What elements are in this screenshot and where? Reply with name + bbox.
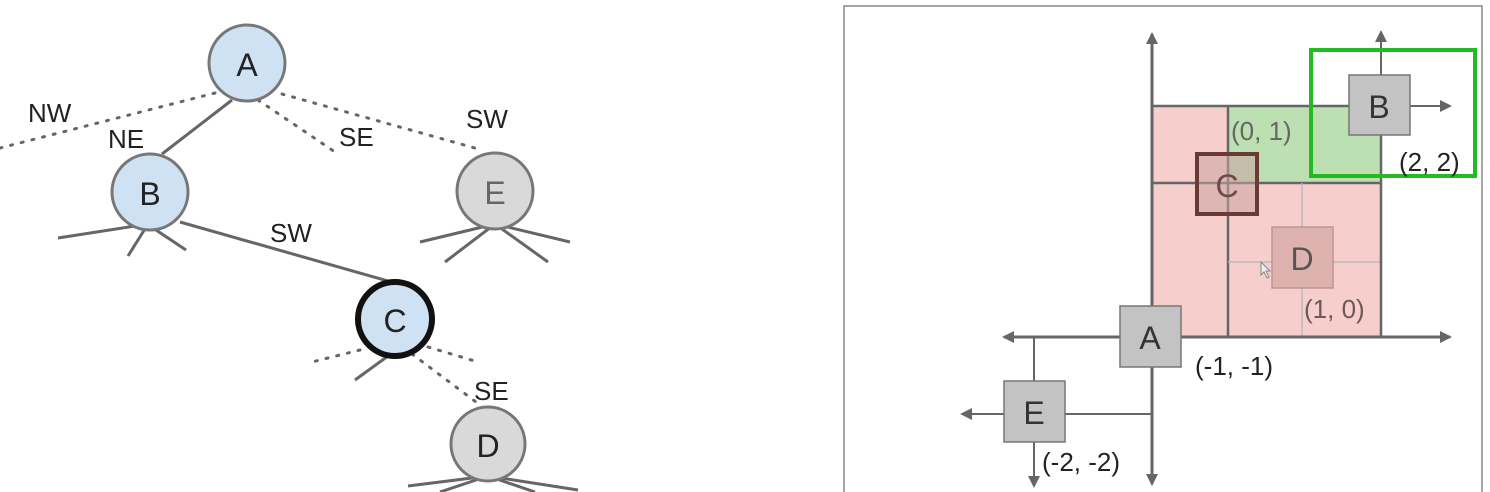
- edge-label-c-se: SE: [474, 376, 509, 406]
- tree-node-a: A: [207, 23, 287, 103]
- edge-e-stub-3: [494, 222, 549, 264]
- edge-a-nw: [0, 91, 217, 150]
- edge-a-se: [256, 98, 337, 154]
- point-a-label: A: [1139, 320, 1161, 356]
- tree-node-e-label: E: [484, 175, 505, 211]
- point-e: E: [1003, 380, 1066, 443]
- point-b-label: B: [1368, 89, 1389, 125]
- edge-a-sw: [280, 92, 484, 152]
- tree-node-c: C: [355, 279, 435, 359]
- tree-node-d: D: [449, 405, 527, 483]
- edge-c-ne: [426, 345, 480, 364]
- tree-node-b: B: [110, 152, 190, 232]
- edge-label-se: SE: [339, 122, 374, 152]
- edge-label-b-sw: SW: [270, 218, 312, 248]
- coord-e: (-2, -2): [1042, 447, 1120, 477]
- coord-a: (-1, -1): [1195, 351, 1273, 381]
- quadtree-plane: D C B A E (0, 1) (2, 2) (1, 0) (-1, -1) …: [843, 5, 1483, 492]
- edge-c-nw: [310, 348, 362, 364]
- edge-c-se: [410, 352, 478, 404]
- edge-b-c: [179, 220, 396, 285]
- edge-c-sw: [354, 354, 389, 382]
- edge-label-ne: NE: [108, 124, 144, 154]
- tree-node-d-label: D: [476, 428, 499, 464]
- edge-e-stub-2: [444, 222, 496, 264]
- point-e-label: E: [1023, 395, 1044, 431]
- point-c: C: [1195, 152, 1259, 216]
- point-d: D: [1271, 226, 1334, 289]
- coord-d: (1, 0): [1304, 294, 1365, 324]
- edge-label-sw: SW: [466, 104, 508, 134]
- quadtree-tree: NW NE SE SW SW SE A B E C D: [0, 23, 579, 492]
- query-rectangle: [1309, 48, 1477, 178]
- tree-node-a-label: A: [236, 47, 258, 83]
- coord-b: (2, 2): [1399, 147, 1460, 177]
- point-a: A: [1119, 305, 1182, 368]
- point-b: B: [1348, 74, 1411, 136]
- coord-c: (0, 1): [1231, 116, 1292, 146]
- edge-label-nw: NW: [28, 98, 72, 128]
- tree-node-c-label: C: [383, 303, 406, 339]
- tree-node-b-label: B: [139, 176, 160, 212]
- tree-node-e: E: [455, 151, 535, 231]
- point-d-label: D: [1290, 241, 1313, 277]
- point-c-label: C: [1215, 168, 1238, 204]
- mouse-cursor-icon: [1260, 260, 1272, 279]
- edge-a-b: [161, 98, 233, 156]
